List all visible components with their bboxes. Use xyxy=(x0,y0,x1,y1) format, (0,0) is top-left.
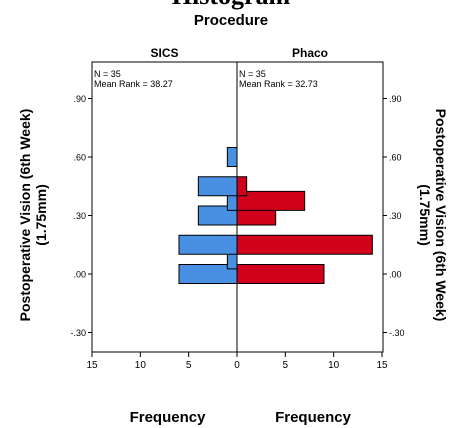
ytick-label-left: .30 xyxy=(73,211,86,221)
stat-n-phaco: N = 35 xyxy=(239,69,266,79)
page-title-text: Histogram xyxy=(0,0,462,10)
bar-phaco xyxy=(236,234,373,255)
bar-sics xyxy=(178,234,238,255)
xtick-label: 10 xyxy=(328,360,340,371)
panel-supertitle: Procedure xyxy=(193,12,269,29)
bar-phaco xyxy=(236,264,325,284)
panel-name-sics: SICS xyxy=(150,46,178,60)
stat-mean-rank-sics: Mean Rank = 38.27 xyxy=(94,79,173,89)
stat-n-sics: N = 35 xyxy=(94,69,121,79)
bar-phaco xyxy=(236,190,306,211)
xtick-label: 10 xyxy=(135,360,147,371)
bar-sics xyxy=(197,176,238,197)
ytick-label-right: .30 xyxy=(389,211,402,221)
y-axis-label-left: Postoperative Vision (6th Week)(1.75mm) xyxy=(17,109,49,322)
ytick-label-right: .60 xyxy=(389,153,402,163)
ytick-label-left: .00 xyxy=(73,270,86,280)
ytick-label-right: .00 xyxy=(389,270,402,280)
page-title: Histogram xyxy=(0,0,462,10)
xtick-label: 15 xyxy=(86,360,98,371)
ytick-label-left: .60 xyxy=(73,153,86,163)
x-axis-label-left: Frequency xyxy=(130,409,207,426)
ytick-label-right: -.30 xyxy=(389,328,405,338)
stat-mean-rank-phaco: Mean Rank = 32.73 xyxy=(239,79,318,89)
xtick-label: 15 xyxy=(376,360,388,371)
ytick-label-left: .90 xyxy=(73,94,86,104)
panel-name-phaco: Phaco xyxy=(292,46,328,60)
x-axis-label-right: Frequency xyxy=(275,409,352,426)
xtick-label: 5 xyxy=(283,360,289,371)
ytick-label-left: -.30 xyxy=(70,328,86,338)
xtick-label: 5 xyxy=(186,360,192,371)
y-axis-label-right: Postoperative Vision (6th Week)(1.75mm) xyxy=(417,109,449,322)
bar-phaco xyxy=(236,176,248,197)
bar-sics xyxy=(226,147,238,167)
xtick-label: 0 xyxy=(234,360,240,371)
ytick-label-right: .90 xyxy=(389,94,402,104)
